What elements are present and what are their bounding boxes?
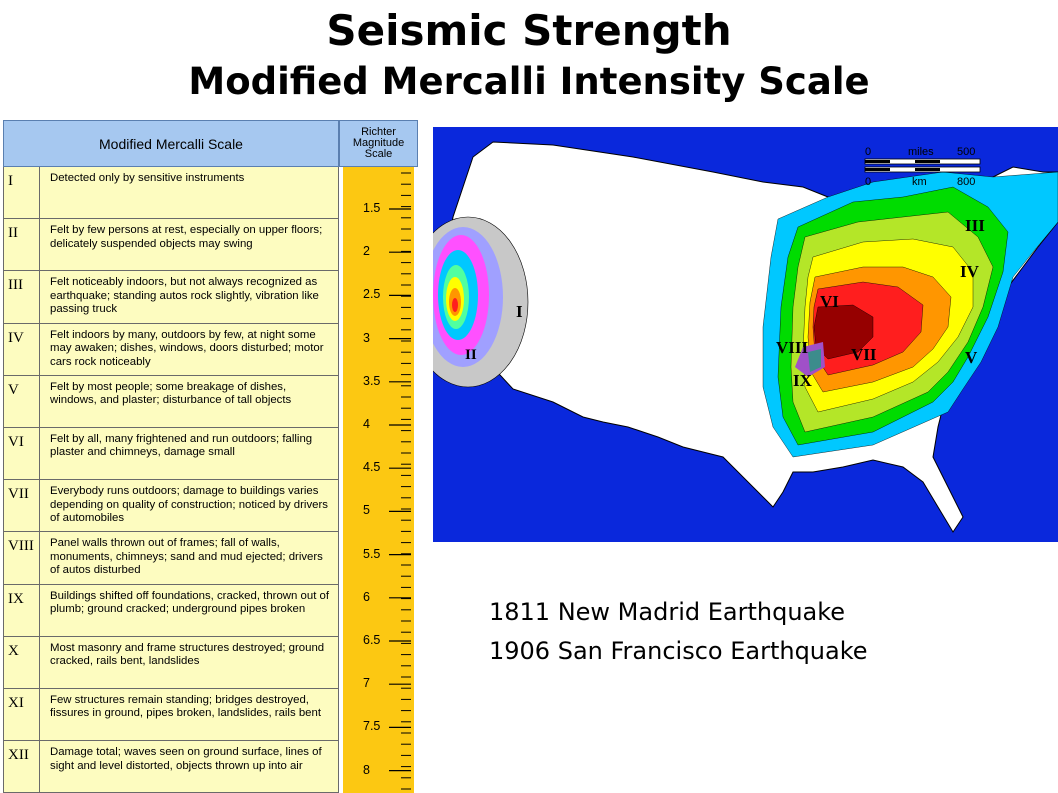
mercalli-level: X	[4, 636, 40, 688]
mercalli-description: Panel walls thrown out of frames; fall o…	[50, 537, 323, 577]
mercalli-description: Felt by few persons at rest, especially …	[50, 224, 323, 250]
mercalli-row: V Felt by most people; some breakage of d…	[3, 375, 339, 428]
mercalli-description: Buildings shifted off foundations, crack…	[50, 589, 330, 616]
mercalli-row: VI Felt by all, many frightened and run o…	[3, 427, 339, 481]
mercalli-level: VII	[4, 480, 40, 532]
mercalli-description: Damage total; waves seen on ground surfa…	[50, 746, 322, 772]
mercalli-row: II Felt by few persons at rest, especiall…	[3, 219, 339, 272]
mercalli-description: Felt by all, many frightened and run out…	[50, 432, 313, 459]
mercalli-row: IX Buildings shifted off foundations, cra…	[3, 584, 339, 637]
scale-km-label: km	[912, 176, 927, 188]
mercalli-scale-table: Modified Mercalli Scale Richter Magnitud…	[3, 120, 418, 793]
mercalli-level: VI	[4, 427, 40, 480]
map-label-VIII: VIII	[776, 338, 809, 357]
richter-value: 7	[363, 676, 370, 691]
mercalli-header: Modified Mercalli Scale	[3, 120, 339, 167]
mercalli-level: IX	[4, 584, 40, 636]
scale-miles-min: 0	[865, 146, 871, 158]
richter-header-line: Richter	[361, 126, 396, 138]
mercalli-description: Felt by most people; some breakage of di…	[50, 380, 292, 407]
caption-san-francisco: 1906 San Francisco Earthquake	[489, 637, 868, 665]
richter-value: 3.5	[363, 373, 381, 388]
mercalli-row: VII Everybody runs outdoors; damage to bu…	[3, 480, 339, 533]
richter-value: 2.5	[363, 287, 381, 302]
mercalli-description: Everybody runs outdoors; damage to build…	[50, 485, 328, 525]
mercalli-description: Most masonry and frame structures destro…	[50, 641, 325, 668]
mercalli-description: Felt noticeably indoors, but not always …	[50, 276, 319, 316]
mercalli-row: X Most masonry and frame structures destr…	[3, 636, 339, 689]
scale-miles-max: 500	[957, 146, 975, 158]
richter-value: 1.5	[363, 201, 381, 215]
scale-km-min: 0	[865, 176, 871, 188]
mercalli-level: II	[4, 219, 40, 271]
mercalli-level: VIII	[4, 532, 40, 584]
richter-value: 4.5	[363, 460, 381, 475]
intensity-map: I II III IV V VI VII VIII IX 0 miles 500…	[407, 127, 1058, 542]
map-label-I: I	[516, 302, 523, 321]
map-label-VI: VI	[820, 292, 839, 311]
richter-value: 5	[363, 503, 370, 518]
mercalli-level: I	[4, 167, 40, 219]
mercalli-description: Few structures remain standing; bridges …	[50, 693, 321, 720]
west-intensity-contours	[407, 216, 529, 388]
mercalli-level: XI	[4, 688, 40, 741]
map-scale-bar: 0 miles 500 0 km 800	[864, 146, 981, 188]
page-subtitle: Modified Mercalli Intensity Scale	[188, 60, 870, 103]
mercalli-level: III	[4, 271, 40, 323]
richter-header-line: Magnitude	[352, 137, 405, 149]
caption-new-madrid: 1811 New Madrid Earthquake	[489, 598, 846, 626]
richter-bar: 1.5 2 2.5 3 3.5 4 4.5 5 5.5 6 6.5 7 7.5 8	[343, 167, 414, 793]
richter-value: 2	[363, 244, 370, 259]
richter-column: 1.5 2 2.5 3 3.5 4 4.5 5 5.5 6 6.5 7 7.5 8	[339, 167, 418, 793]
map-label-II: II	[465, 347, 477, 363]
map-label-VII: VII	[851, 345, 877, 364]
map-label-IX: IX	[793, 371, 813, 390]
east-intensity-contours	[762, 171, 1058, 458]
mercalli-row: IV Felt indoors by many, outdoors by few,…	[3, 323, 339, 376]
richter-value: 8	[363, 762, 370, 777]
mercalli-row: XII Damage total; waves seen on ground su…	[3, 741, 339, 793]
mercalli-row: I Detected only by sensitive instruments	[3, 167, 339, 220]
map-label-IV: IV	[960, 262, 980, 281]
richter-header: Richter Magnitude Scale	[339, 120, 418, 167]
richter-value: 6.5	[363, 633, 381, 647]
richter-ticks	[389, 172, 411, 790]
intensity-labels: I II III IV V VI VII VIII IX	[465, 216, 985, 390]
mercalli-description: Detected only by sensitive instruments	[50, 172, 245, 184]
mercalli-row: XI Few structures remain standing; bridge…	[3, 688, 339, 742]
richter-value: 4	[363, 417, 370, 431]
mercalli-level: V	[4, 375, 40, 427]
richter-value: 5.5	[363, 546, 381, 561]
mercalli-description: Felt indoors by many, outdoors by few, a…	[50, 328, 324, 368]
mercalli-row: III Felt noticeably indoors, but not alwa…	[3, 271, 339, 324]
us-map: I II III IV V VI VII VIII IX 0 miles 500…	[407, 127, 1058, 542]
map-label-III: III	[965, 216, 985, 235]
richter-value: 6	[363, 589, 370, 604]
map-label-V: V	[965, 348, 978, 367]
mercalli-level: IV	[4, 323, 40, 375]
richter-header-line: Scale	[364, 148, 393, 160]
mercalli-rows: I Detected only by sensitive instruments I…	[3, 167, 339, 793]
richter-value: 3	[363, 330, 370, 345]
mercalli-level: XII	[4, 741, 40, 793]
scale-km-max: 800	[957, 176, 975, 188]
mercalli-row: VIII Panel walls thrown out of frames; fa…	[3, 532, 339, 585]
scale-miles-label: miles	[908, 146, 934, 158]
richter-value: 7.5	[363, 719, 381, 734]
page-title: Seismic Strength	[326, 6, 732, 55]
